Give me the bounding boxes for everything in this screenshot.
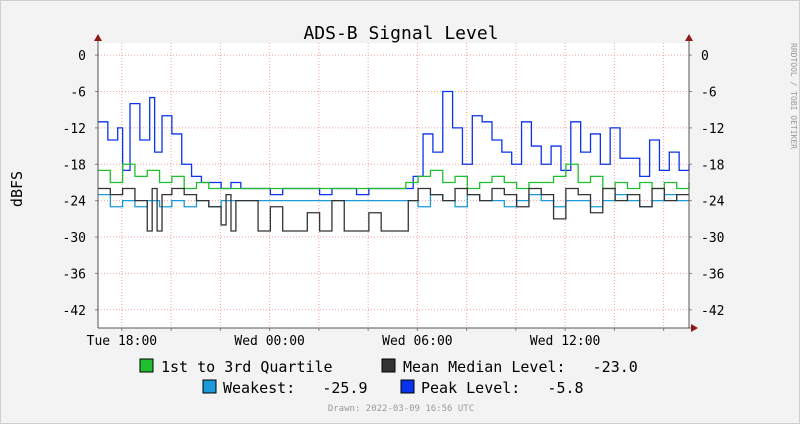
y-tick-label-left: -12 [63,122,86,137]
x-axis-arrow [691,324,698,332]
legend-swatch [139,358,154,373]
drawn-footer: Drawn: 2022-03-09 16:56 UTC [328,404,474,414]
axes: 0 0 -6 -6 -12 -12 -18 -18 -24 -24 -30 -30 -36 -36 -42 -… [63,34,725,349]
y-tick-label-right: -6 [701,86,717,101]
legend-swatch [400,379,415,394]
y-tick-label-left: -6 [70,86,86,101]
y-tick-label-right: -42 [701,304,724,319]
plot-area [98,43,689,328]
y-axis-arrow-right [685,34,693,41]
y-tick-label-left: -36 [63,267,86,282]
grid [98,43,689,328]
x-tick-label: Tue 18:00 [87,334,157,349]
y-tick-label-left: 0 [78,49,86,64]
y-tick-label-right: -12 [701,122,724,137]
y-tick-label-left: -24 [63,195,87,210]
series-layer [98,90,690,232]
chart-title: ADS-B Signal Level [303,23,498,44]
legend-swatch [202,379,217,394]
y-tick-label-left: -30 [63,231,86,246]
y-tick-label-left: -18 [63,158,86,173]
legend-label: 1st to 3rd Quartile [161,358,333,376]
x-tick-label: Wed 06:00 [382,334,452,349]
y-tick-label-right: -30 [701,231,724,246]
y-tick-label-right: -24 [701,195,725,210]
x-tick-label: Wed 12:00 [530,334,600,349]
y-tick-label-right: 0 [701,49,709,64]
series-mean-median-level [98,187,689,232]
legend-label: Peak Level: -5.8 [421,379,584,397]
x-tick-label: Wed 00:00 [234,334,304,349]
legend: 1st to 3rd Quartile Mean Median Level: -2… [139,358,638,397]
legend-label: Mean Median Level: -23.0 [403,358,638,376]
y-tick-label-right: -18 [701,158,724,173]
side-credit: RRDTOOL / TOBI OETIKER [789,43,798,149]
y-axis-label: dBFS [8,171,26,207]
y-axis-arrow-left [94,34,102,41]
legend-swatch [381,358,396,373]
y-tick-label-left: -42 [63,304,86,319]
y-tick-label-right: -36 [701,267,724,282]
legend-label: Weakest: -25.9 [223,379,368,397]
series-1st-to-3rd-quartile [98,163,690,190]
